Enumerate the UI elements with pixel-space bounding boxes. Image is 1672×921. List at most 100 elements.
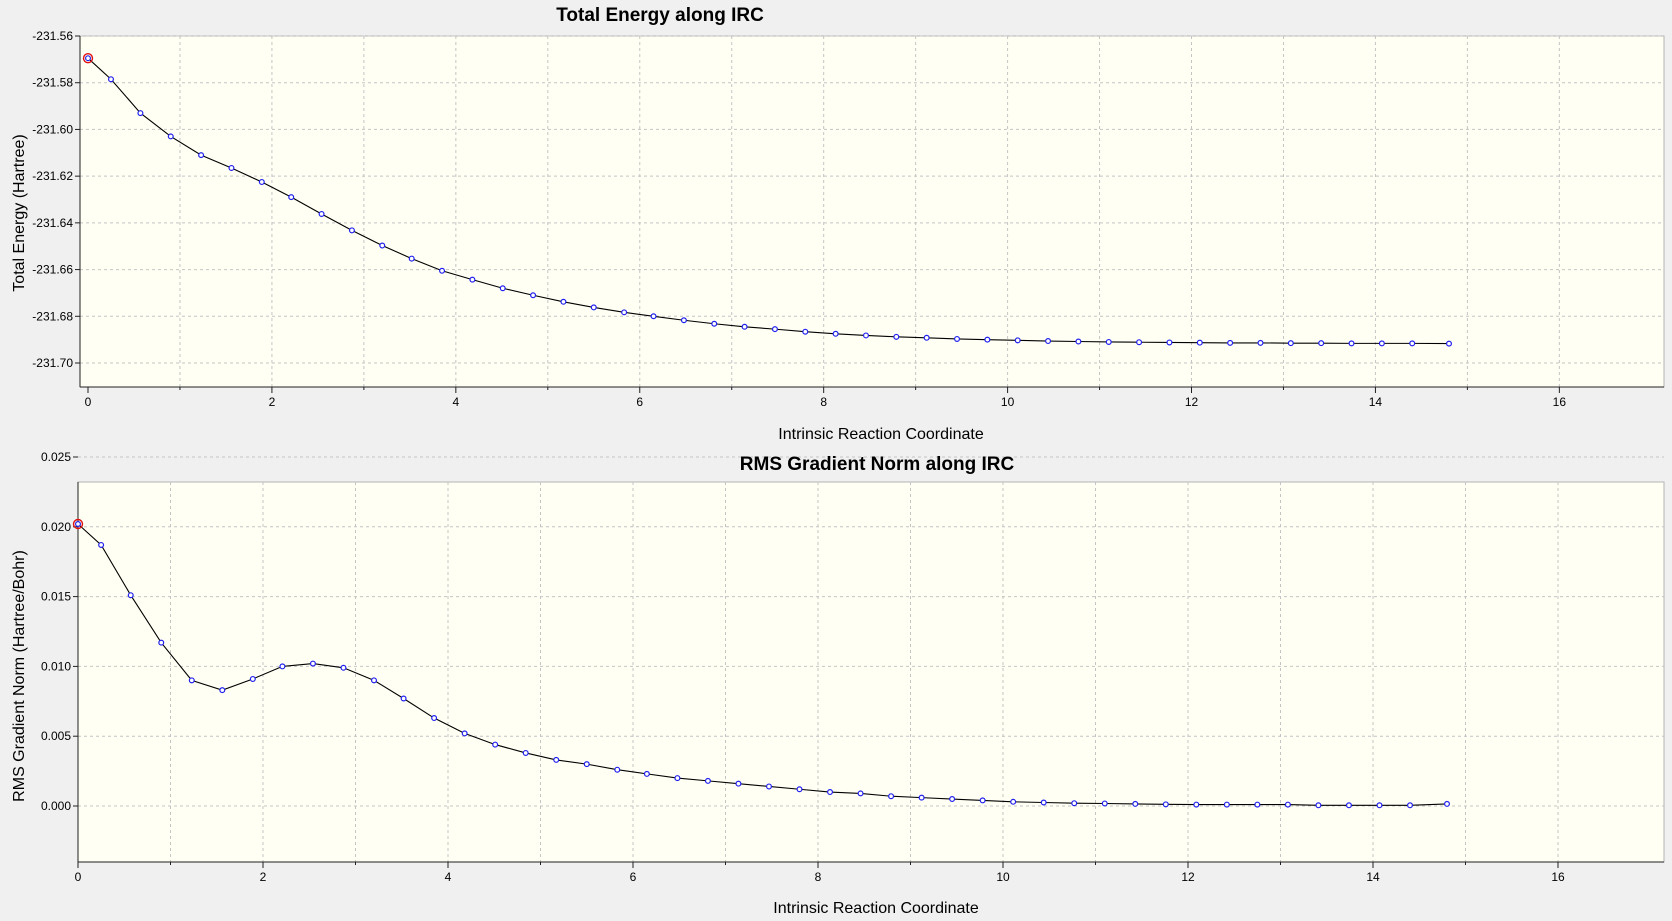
energy-data-point[interactable] xyxy=(228,164,235,171)
gradient-data-point[interactable] xyxy=(522,749,529,756)
energy-data-point[interactable] xyxy=(439,267,446,274)
energy-data-point[interactable] xyxy=(1105,338,1112,345)
gradient-data-point[interactable] xyxy=(949,796,956,803)
energy-data-point[interactable] xyxy=(1318,340,1325,347)
energy-data-point[interactable] xyxy=(1075,338,1082,345)
gradient-data-point[interactable] xyxy=(735,780,742,787)
energy-data-point[interactable] xyxy=(1257,339,1264,346)
energy-data-point[interactable] xyxy=(1348,340,1355,347)
energy-data-point[interactable] xyxy=(832,330,839,337)
energy-data-point[interactable] xyxy=(408,255,415,262)
energy-data-point[interactable] xyxy=(469,276,476,283)
energy-plot-area xyxy=(79,35,1665,388)
energy-data-point[interactable] xyxy=(348,227,355,234)
energy-data-point[interactable] xyxy=(621,309,628,316)
gradient-data-point[interactable] xyxy=(1132,800,1139,807)
gradient-data-point[interactable] xyxy=(371,677,378,684)
energy-data-point[interactable] xyxy=(167,133,174,140)
gradient-data-point[interactable] xyxy=(1223,801,1230,808)
gradient-data-point[interactable] xyxy=(1010,798,1017,805)
gradient-data-point[interactable] xyxy=(158,639,165,646)
gradient-data-point[interactable] xyxy=(827,789,834,796)
energy-y-tick-label: -231.62 xyxy=(32,169,73,183)
gradient-data-point[interactable] xyxy=(98,541,105,548)
gradient-data-point[interactable] xyxy=(249,675,256,682)
gradient-data-point[interactable] xyxy=(188,677,195,684)
gradient-data-point[interactable] xyxy=(1162,801,1169,808)
gradient-data-point[interactable] xyxy=(1040,799,1047,806)
energy-data-point[interactable] xyxy=(711,320,718,327)
gradient-data-point[interactable] xyxy=(704,777,711,784)
gradient-data-point[interactable] xyxy=(219,687,226,694)
energy-data-point[interactable] xyxy=(530,292,537,299)
gradient-data-point[interactable] xyxy=(1443,800,1450,807)
energy-data-point[interactable] xyxy=(137,110,144,117)
energy-data-point[interactable] xyxy=(1287,340,1294,347)
gradient-data-point[interactable] xyxy=(1193,801,1200,808)
gradient-data-point[interactable] xyxy=(888,793,895,800)
energy-data-point[interactable] xyxy=(379,242,386,249)
gradient-data-point[interactable] xyxy=(431,715,438,722)
gradient-data-point[interactable] xyxy=(1376,802,1383,809)
gradient-data-point[interactable] xyxy=(127,592,134,599)
gradient-data-point[interactable] xyxy=(553,756,560,763)
gradient-data-point[interactable] xyxy=(1071,800,1078,807)
gradient-data-point[interactable] xyxy=(279,663,286,670)
energy-data-point[interactable] xyxy=(499,285,506,292)
energy-data-point[interactable] xyxy=(1014,337,1021,344)
energy-y-axis-label: Total Energy (Hartree) xyxy=(11,134,28,291)
gradient-data-point[interactable] xyxy=(1284,801,1291,808)
energy-data-point[interactable] xyxy=(893,333,900,340)
energy-data-point[interactable] xyxy=(680,317,687,324)
gradient-data-point[interactable] xyxy=(400,695,407,702)
energy-data-point[interactable] xyxy=(923,334,930,341)
energy-data-point[interactable] xyxy=(1045,338,1052,345)
gradient-data-point[interactable] xyxy=(1254,801,1261,808)
gradient-data-point[interactable] xyxy=(1406,802,1413,809)
gradient-data-point[interactable] xyxy=(461,730,468,737)
gradient-y-tick-label: 0.005 xyxy=(41,729,71,743)
gradient-data-point[interactable] xyxy=(765,783,772,790)
energy-data-point[interactable] xyxy=(288,194,295,201)
energy-data-point[interactable] xyxy=(258,178,265,185)
energy-data-point[interactable] xyxy=(1227,339,1234,346)
energy-data-point[interactable] xyxy=(1166,339,1173,346)
energy-data-point[interactable] xyxy=(84,55,91,62)
energy-data-point[interactable] xyxy=(1136,339,1143,346)
gradient-data-point[interactable] xyxy=(1315,802,1322,809)
energy-data-point[interactable] xyxy=(650,313,657,320)
gradient-data-point[interactable] xyxy=(918,794,925,801)
gradient-data-point[interactable] xyxy=(340,664,347,671)
gradient-data-point[interactable] xyxy=(674,775,681,782)
gradient-data-point[interactable] xyxy=(796,786,803,793)
energy-data-point[interactable] xyxy=(1409,340,1416,347)
energy-data-point[interactable] xyxy=(198,152,205,159)
energy-data-point[interactable] xyxy=(802,328,809,335)
energy-data-point[interactable] xyxy=(984,336,991,343)
gradient-data-point[interactable] xyxy=(74,521,81,528)
energy-data-point[interactable] xyxy=(1378,340,1385,347)
gradient-data-point[interactable] xyxy=(857,790,864,797)
energy-data-point[interactable] xyxy=(862,332,869,339)
gradient-plot-area xyxy=(77,481,1665,863)
energy-data-point[interactable] xyxy=(741,323,748,330)
gradient-data-point[interactable] xyxy=(492,741,499,748)
gradient-data-point[interactable] xyxy=(979,797,986,804)
gradient-series xyxy=(72,518,1450,809)
energy-data-point[interactable] xyxy=(107,76,114,83)
gradient-data-point[interactable] xyxy=(643,770,650,777)
gradient-selected-point-marker[interactable] xyxy=(72,518,84,530)
gradient-data-point[interactable] xyxy=(1345,802,1352,809)
energy-data-point[interactable] xyxy=(318,210,325,217)
energy-data-point[interactable] xyxy=(954,335,961,342)
gradient-data-point[interactable] xyxy=(309,660,316,667)
energy-selected-point-marker[interactable] xyxy=(82,52,94,64)
energy-data-point[interactable] xyxy=(1196,339,1203,346)
energy-data-point[interactable] xyxy=(1445,340,1452,347)
energy-data-point[interactable] xyxy=(771,326,778,333)
gradient-data-point[interactable] xyxy=(583,761,590,768)
energy-data-point[interactable] xyxy=(560,298,567,305)
gradient-data-point[interactable] xyxy=(1101,800,1108,807)
gradient-data-point[interactable] xyxy=(614,766,621,773)
energy-data-point[interactable] xyxy=(590,304,597,311)
